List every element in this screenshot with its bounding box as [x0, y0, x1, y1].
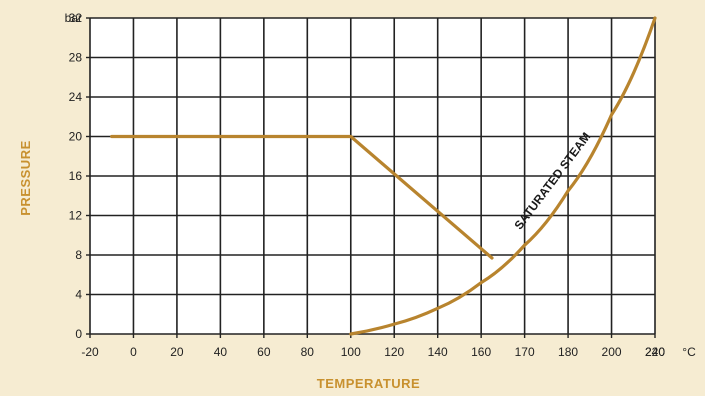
x-tick-label: 240	[645, 345, 665, 359]
x-tick-label: 180	[558, 345, 578, 359]
y-tick-label: 20	[69, 130, 83, 144]
x-axis-title: TEMPERATURE	[317, 376, 420, 391]
y-tick-label: 4	[75, 288, 82, 302]
y-tick-label: 24	[69, 90, 83, 104]
y-axis-title: PRESSURE	[18, 140, 33, 216]
x-tick-label: 200	[602, 345, 622, 359]
x-tick-label: 100	[341, 345, 361, 359]
series-line-saturated-steam	[349, 16, 657, 336]
x-tick-label: 20	[170, 345, 184, 359]
x-tick-label: -20	[81, 345, 99, 359]
x-tick-label: 60	[257, 345, 271, 359]
x-tick-label: 140	[428, 345, 448, 359]
y-tick-label: 0	[75, 327, 82, 341]
x-tick-label: 160	[471, 345, 491, 359]
y-tick-label: 16	[69, 169, 83, 183]
x-unit-label: °C	[682, 345, 696, 359]
y-unit-label: bar	[65, 11, 82, 25]
x-tick-label: 0	[130, 345, 137, 359]
x-tick-label: 220	[645, 345, 665, 359]
x-tick-label: 120	[384, 345, 404, 359]
x-tick-label: 80	[301, 345, 315, 359]
y-tick-label: 28	[69, 51, 83, 65]
x-tick-label: 170	[515, 345, 535, 359]
x-tick-label: 40	[214, 345, 228, 359]
series-line-pressure	[110, 134, 494, 260]
y-tick-label: 12	[69, 209, 83, 223]
y-tick-label: 32	[69, 11, 83, 25]
y-tick-label: 8	[75, 248, 82, 262]
